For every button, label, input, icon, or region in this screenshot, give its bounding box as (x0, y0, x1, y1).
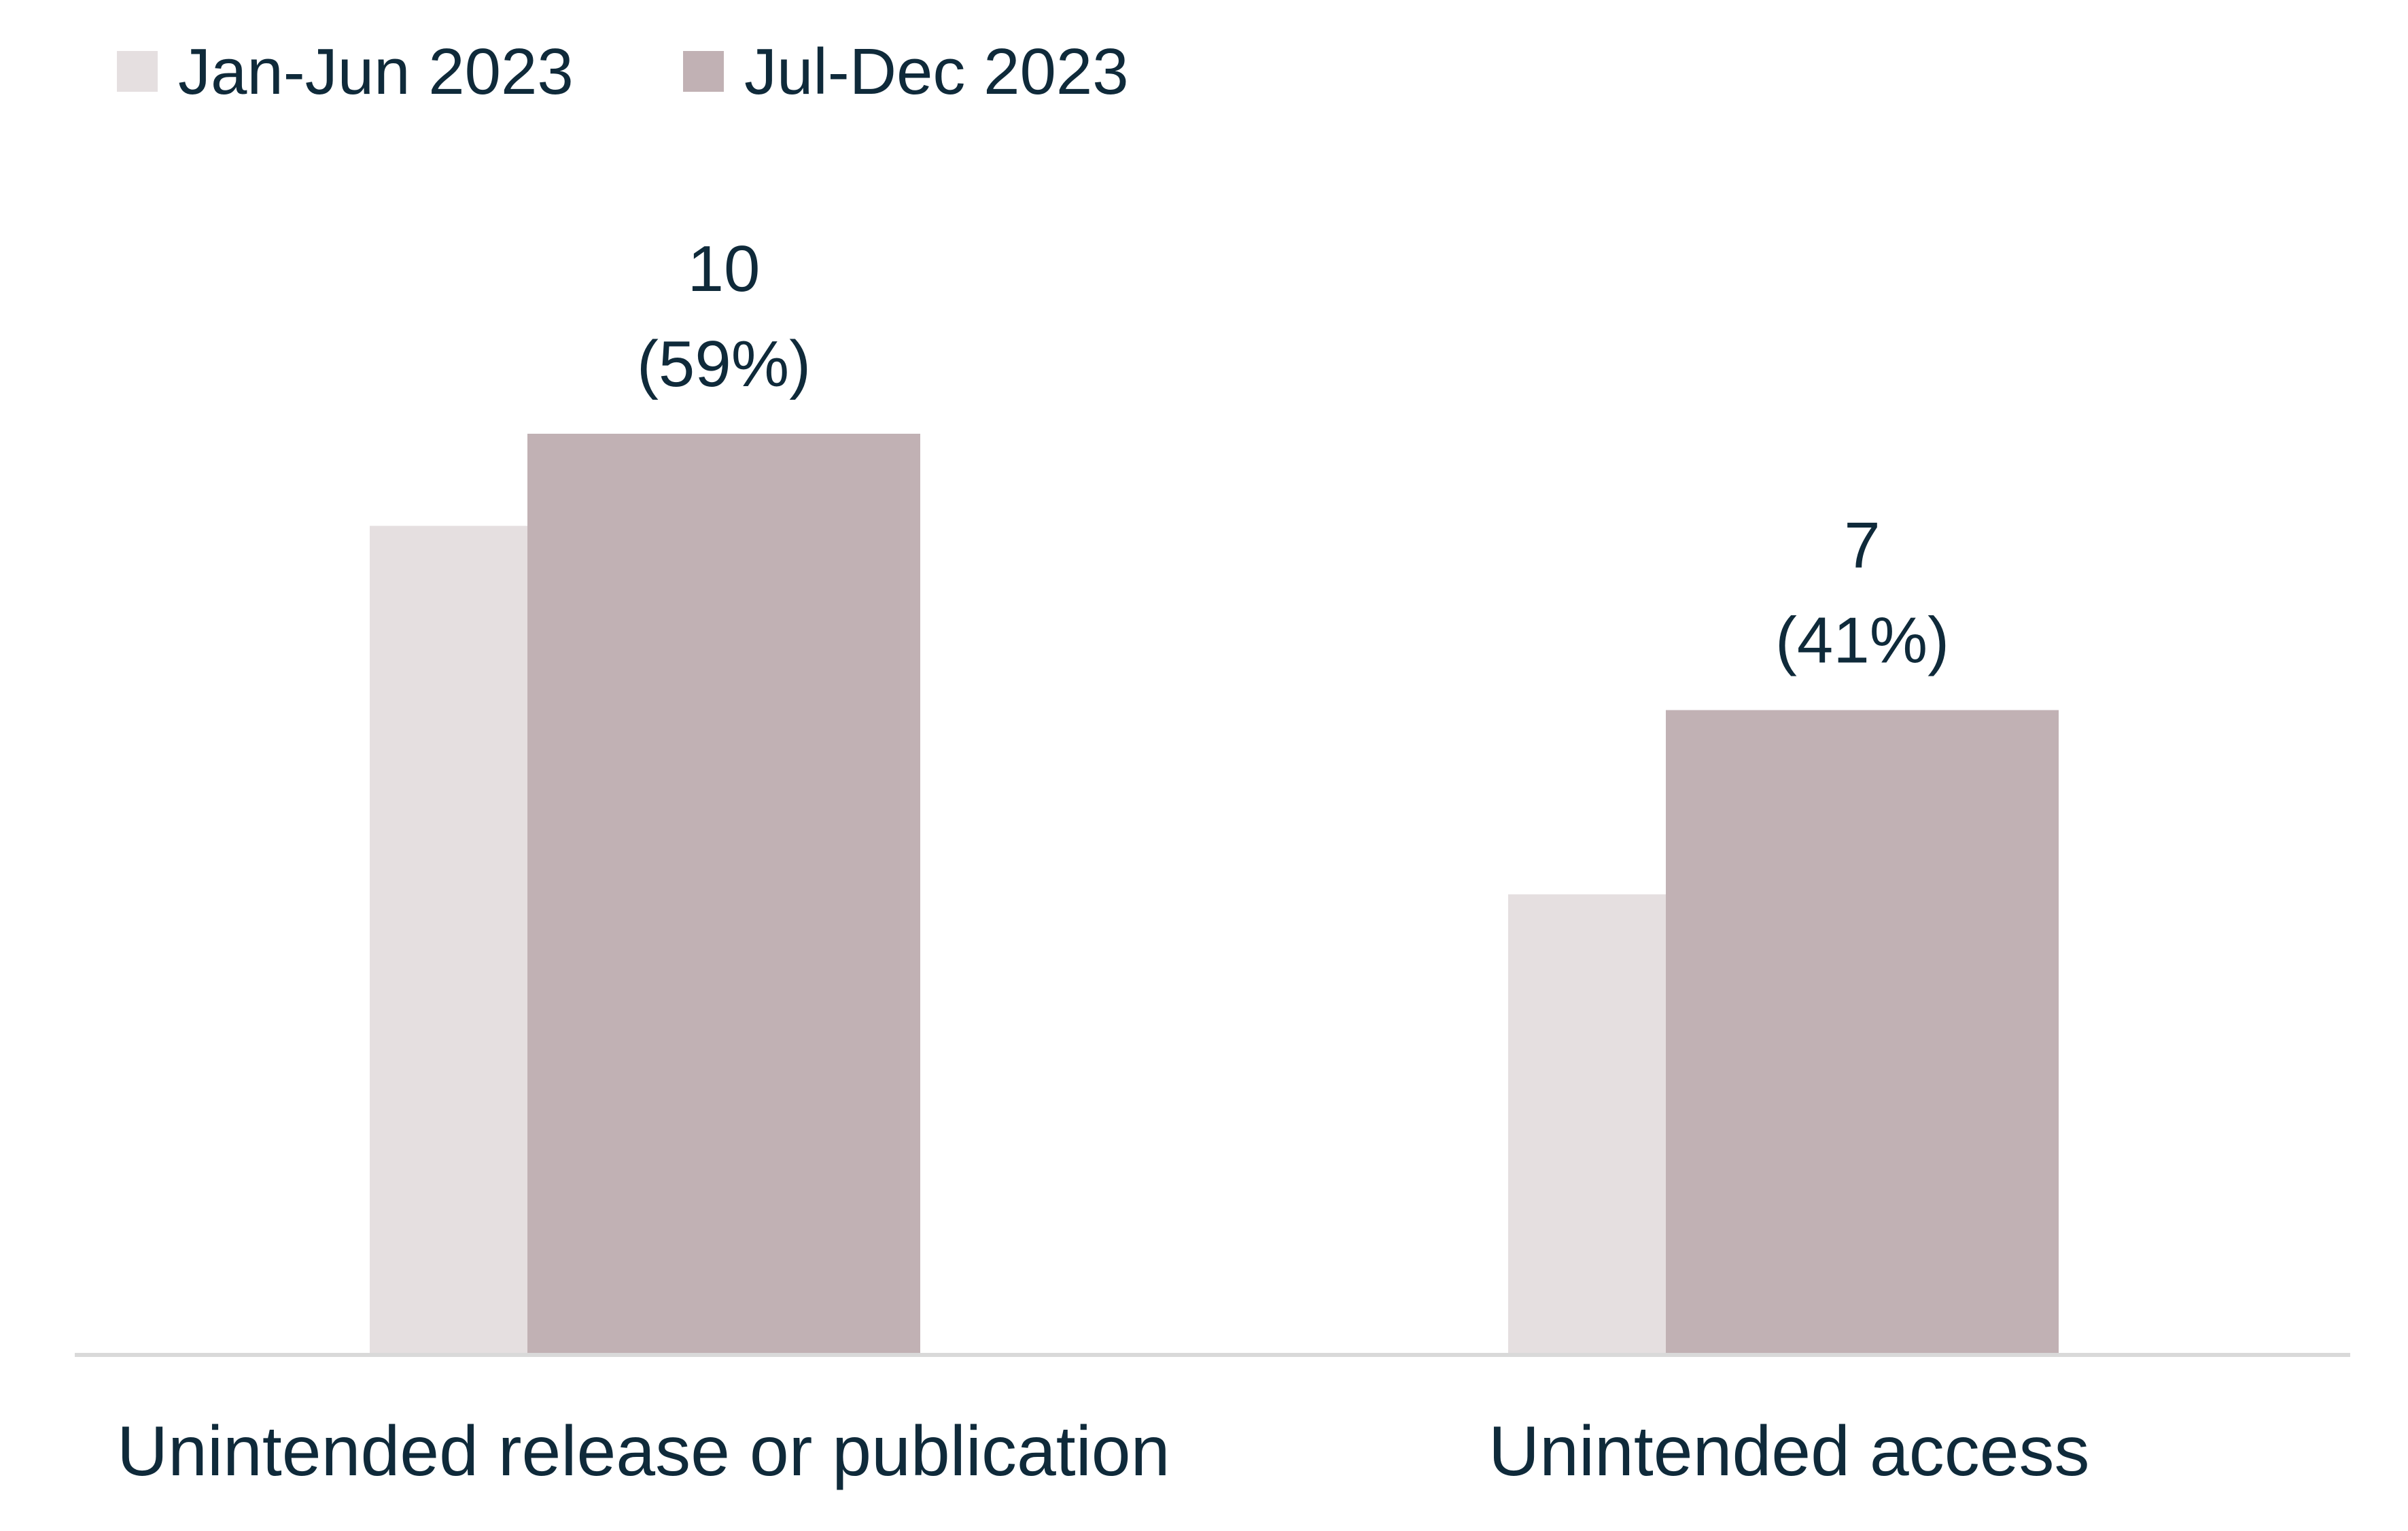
bar-1-series-1 (370, 526, 541, 1355)
category-label-2: Unintended access (1488, 1412, 2090, 1491)
data-label-1-series-2-line-1: 10 (688, 233, 761, 305)
data-label-1-series-2-line-2: (59%) (637, 328, 811, 400)
data-label-2-series-2-line-2: (41%) (1775, 604, 1949, 677)
bar-2-series-2 (1666, 710, 2059, 1355)
category-labels-group: Unintended release or publication Uninten… (117, 1412, 2090, 1491)
legend-swatch-2 (683, 51, 724, 92)
bars-group (370, 434, 2059, 1355)
legend-swatch-1 (117, 51, 158, 92)
bar-1-series-2 (527, 434, 920, 1355)
legend: Jan-Jun 2023 Jul-Dec 2023 (117, 35, 1129, 108)
legend-label-1: Jan-Jun 2023 (178, 35, 574, 108)
bar-2-series-1 (1508, 894, 1679, 1355)
category-label-1: Unintended release or publication (117, 1412, 1170, 1491)
value-labels-group: 10 (59%) 7 (41%) (637, 233, 1949, 677)
data-label-2-series-2-line-1: 7 (1844, 509, 1880, 582)
legend-label-2: Jul-Dec 2023 (744, 35, 1129, 108)
